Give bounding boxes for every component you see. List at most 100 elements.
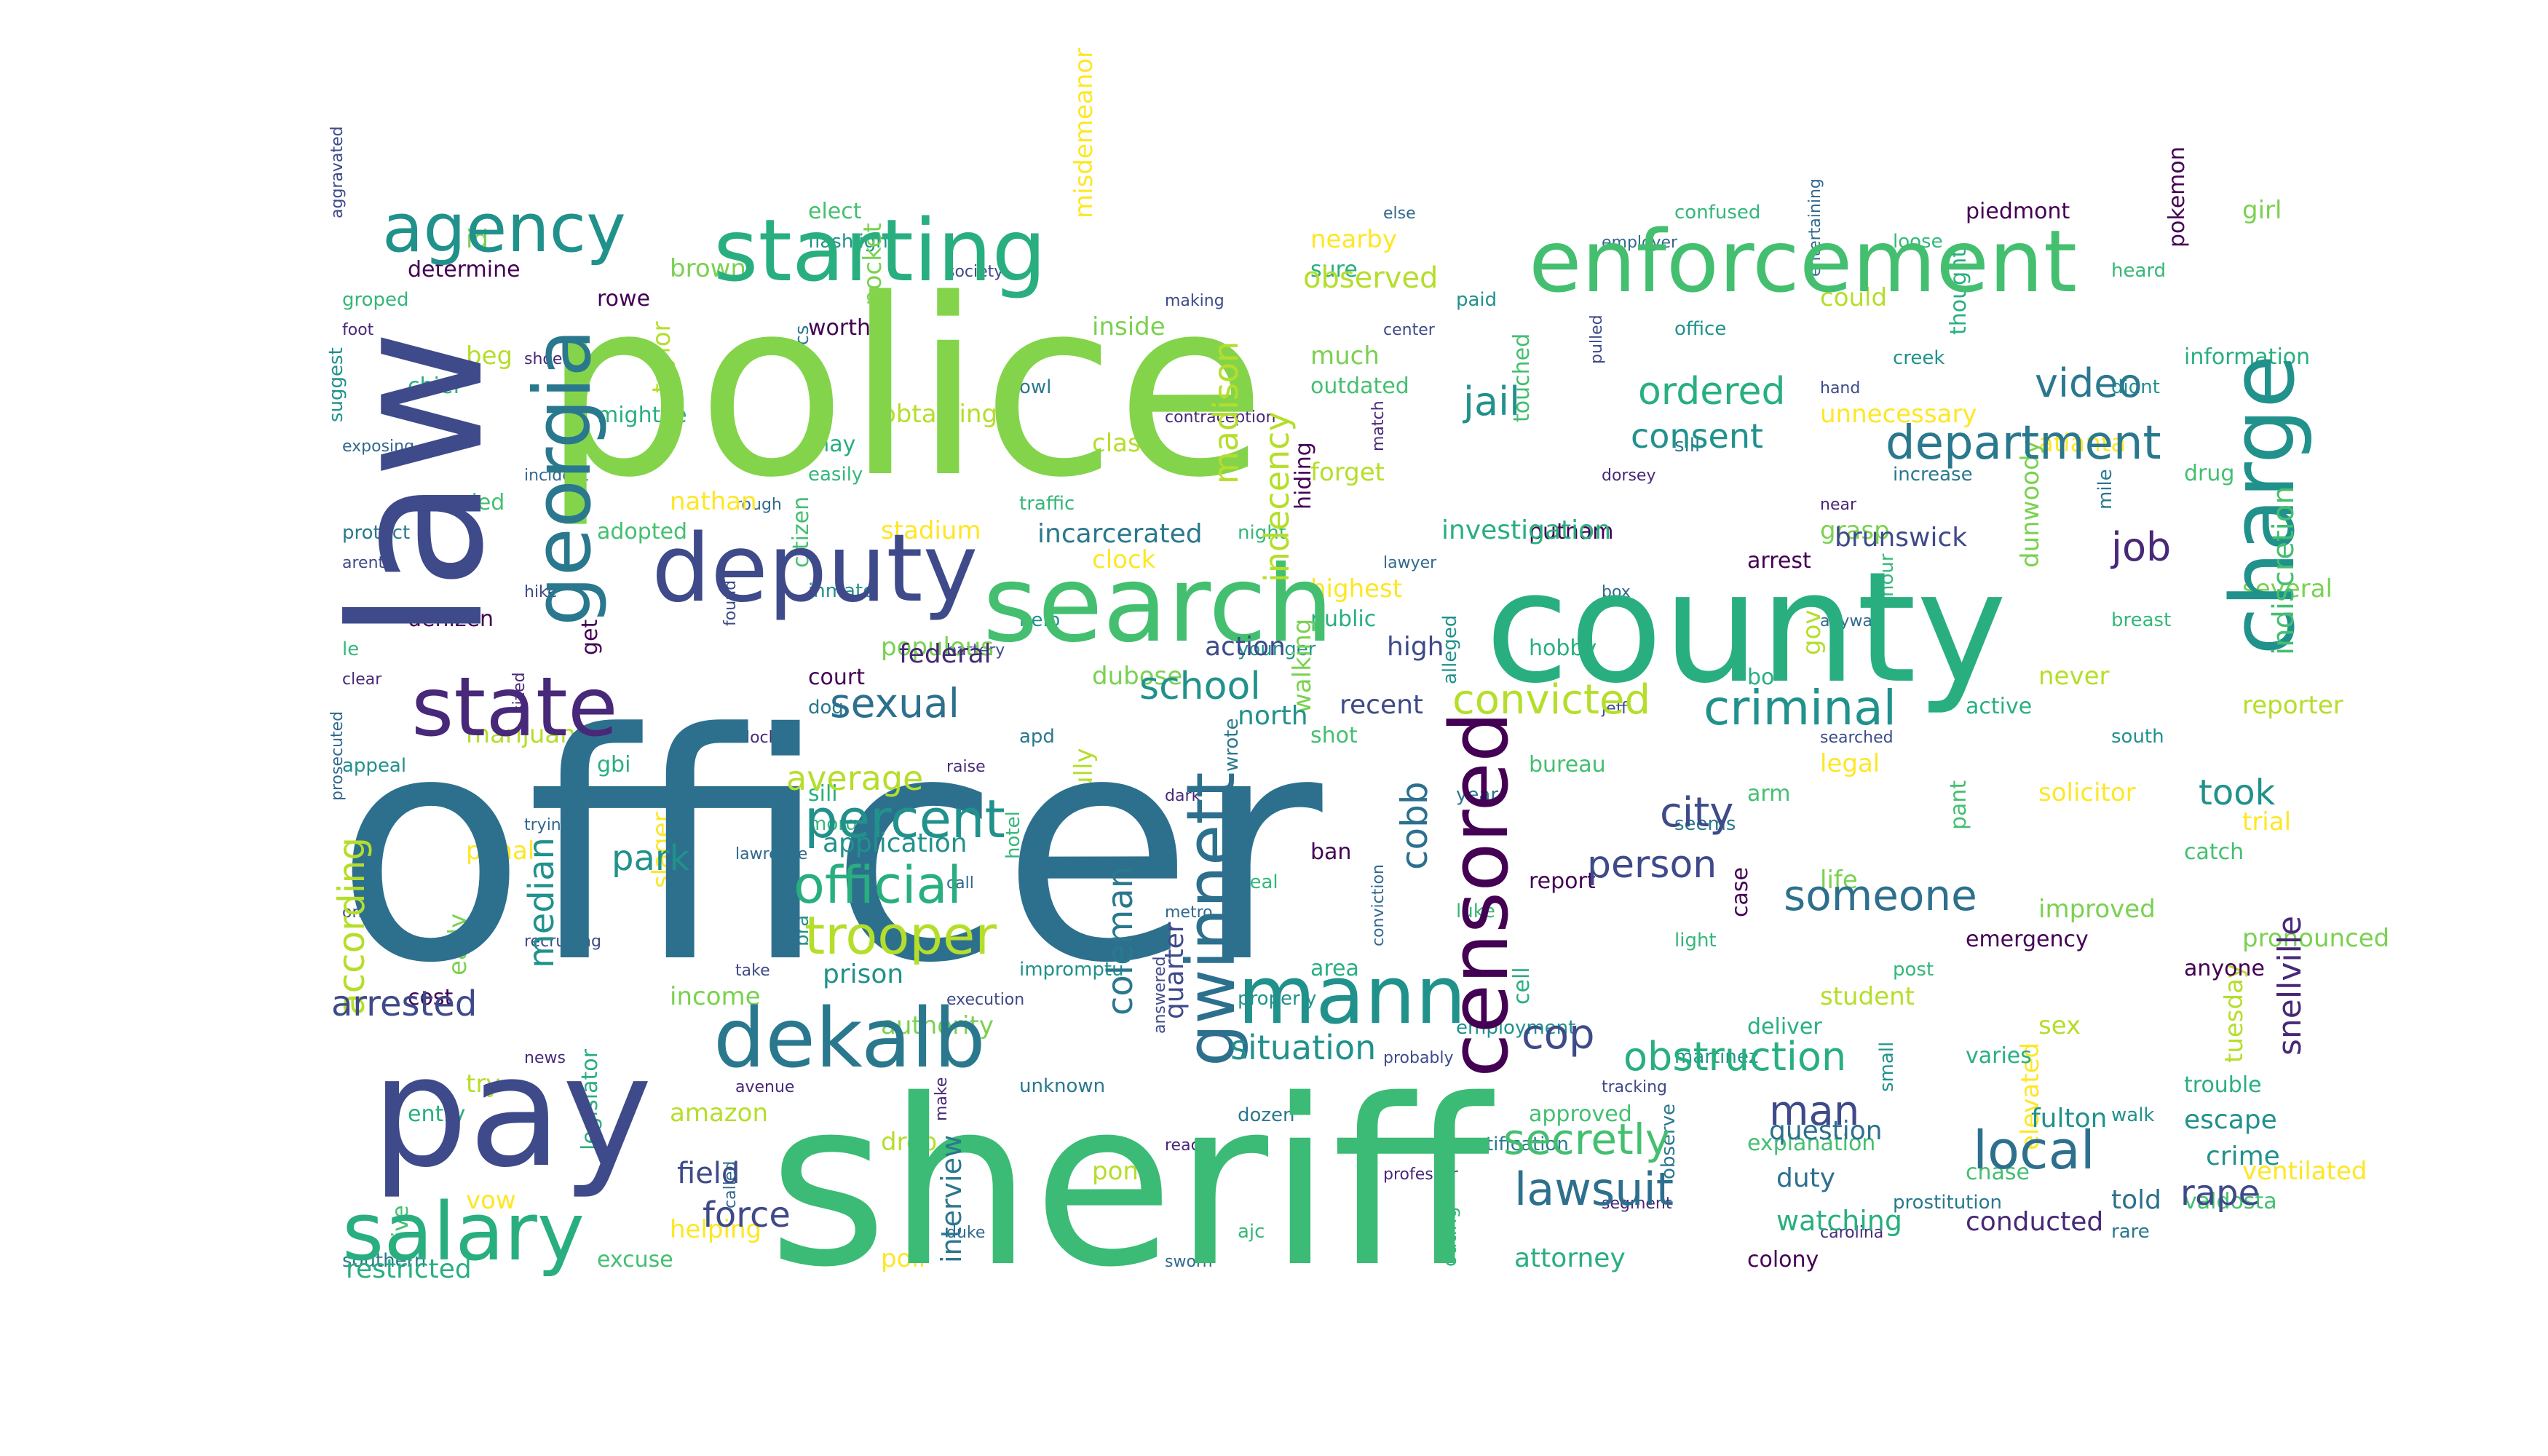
- word: sexual: [830, 680, 960, 727]
- word-small: dozen: [1238, 1104, 1295, 1126]
- word-small: box: [1602, 583, 1631, 601]
- word-small: hiding: [1291, 442, 1316, 510]
- word-small: public: [1310, 606, 1376, 632]
- word: lawsuit: [1514, 1163, 1674, 1216]
- word-small: improved: [2038, 895, 2156, 924]
- word-small: execution: [946, 991, 1024, 1009]
- word-small: bo: [1747, 665, 1774, 690]
- word: high: [1387, 632, 1444, 662]
- word-small: wrote: [1221, 719, 1243, 772]
- word: police: [542, 248, 1266, 531]
- word: told: [2111, 1185, 2161, 1215]
- word-small: sworn: [1165, 1253, 1213, 1271]
- word-small: certification: [1456, 1133, 1569, 1155]
- word-small: report: [1529, 869, 1596, 894]
- word-small: reach: [1165, 1136, 1210, 1155]
- word-small: post: [1893, 959, 1934, 981]
- word-small: help: [1019, 609, 1060, 631]
- word-small: outing: [1439, 1206, 1461, 1267]
- word-small: light: [1674, 930, 1717, 951]
- word-small: highest: [1310, 574, 1402, 604]
- word: park: [612, 838, 690, 879]
- word-small: younger: [1238, 638, 1316, 660]
- word-small: pony: [1092, 1157, 1153, 1186]
- word: force: [703, 1195, 791, 1235]
- word-small: pokemon: [2164, 146, 2190, 248]
- word-small: making: [1165, 292, 1224, 310]
- word-small: apd: [1019, 726, 1055, 748]
- word-small: hike: [524, 583, 558, 601]
- word-small: employment: [1456, 1017, 1575, 1039]
- word-small: found: [721, 580, 740, 626]
- word: secretly: [1503, 1115, 1670, 1164]
- word: cobb: [1393, 781, 1436, 870]
- word-small: easily: [808, 464, 863, 486]
- word-small: sex: [2038, 1011, 2081, 1040]
- word: dekalb: [713, 992, 986, 1086]
- word-small: lawyer: [1383, 554, 1437, 572]
- word-small: income: [670, 982, 761, 1011]
- word: georgia: [518, 329, 609, 626]
- word-small: southern: [342, 1250, 426, 1272]
- word-small: sill: [808, 781, 838, 807]
- word: escape: [2184, 1105, 2277, 1135]
- word: conducted: [1966, 1207, 2103, 1237]
- word-small: inmate: [808, 580, 874, 602]
- word-small: fully: [1069, 748, 1099, 801]
- word-small: battery: [946, 641, 1005, 660]
- word: arrested: [331, 984, 477, 1024]
- word-small: arrest: [1747, 548, 1811, 574]
- word-small: protect: [342, 522, 410, 544]
- word: charge: [2213, 355, 2314, 655]
- word: question: [1769, 1116, 1883, 1146]
- word-small: elevated: [2016, 1042, 2045, 1150]
- word-small: citizen: [788, 496, 814, 568]
- word: man: [1769, 1088, 1859, 1135]
- word-small: rowe: [597, 286, 650, 312]
- word-small: information: [2184, 344, 2310, 370]
- word-small: contraception: [1165, 408, 1275, 427]
- word: person: [1587, 843, 1717, 887]
- word-small: emergency: [1966, 927, 2089, 952]
- word: recent: [1340, 690, 1423, 720]
- word-small: hour: [1876, 553, 1898, 597]
- word-small: prostitution: [1893, 1192, 2002, 1214]
- word-small: early: [443, 914, 472, 976]
- word-small: pronounced: [2242, 924, 2389, 953]
- word-small: chief: [408, 373, 462, 399]
- word-small: valdosta: [2184, 1189, 2277, 1214]
- word-small: determine: [408, 257, 521, 282]
- word: consent: [1631, 416, 1763, 456]
- word: prison: [823, 960, 903, 989]
- word-small: foot: [342, 321, 374, 339]
- word-small: dark: [1165, 787, 1200, 805]
- word: enforcement: [1529, 211, 2077, 312]
- word-small: ive: [388, 1205, 414, 1238]
- word-small: confused: [1674, 202, 1760, 223]
- word-small: sure: [1310, 257, 1358, 282]
- word-small: dunwoody: [2016, 440, 2045, 568]
- word: ordered: [1638, 370, 1786, 414]
- word-small: pocket: [858, 223, 887, 306]
- word-small: area: [1310, 956, 1359, 981]
- word-small: try: [466, 1069, 500, 1099]
- word-small: lawrence: [735, 845, 807, 863]
- word-small: poll: [881, 1244, 925, 1273]
- word-small: anyone: [2184, 956, 2265, 981]
- word-small: vow: [466, 1186, 516, 1215]
- word: mann: [1238, 949, 1466, 1042]
- word: investigation: [1441, 515, 1611, 545]
- word-small: rare: [2111, 1221, 2150, 1243]
- word-small: deliver: [1747, 1014, 1822, 1040]
- word: restricted: [346, 1254, 472, 1284]
- word: jail: [1463, 379, 1520, 424]
- word-small: loose: [1893, 231, 1943, 253]
- word-small: unnecessary: [1820, 400, 1977, 429]
- word: snellville: [2271, 916, 2308, 1056]
- word: median: [521, 837, 562, 968]
- word-small: explanation: [1747, 1131, 1875, 1156]
- word-small: inside: [1092, 312, 1166, 341]
- word-small: night: [1238, 522, 1286, 544]
- word-small: solicitor: [2038, 778, 2136, 807]
